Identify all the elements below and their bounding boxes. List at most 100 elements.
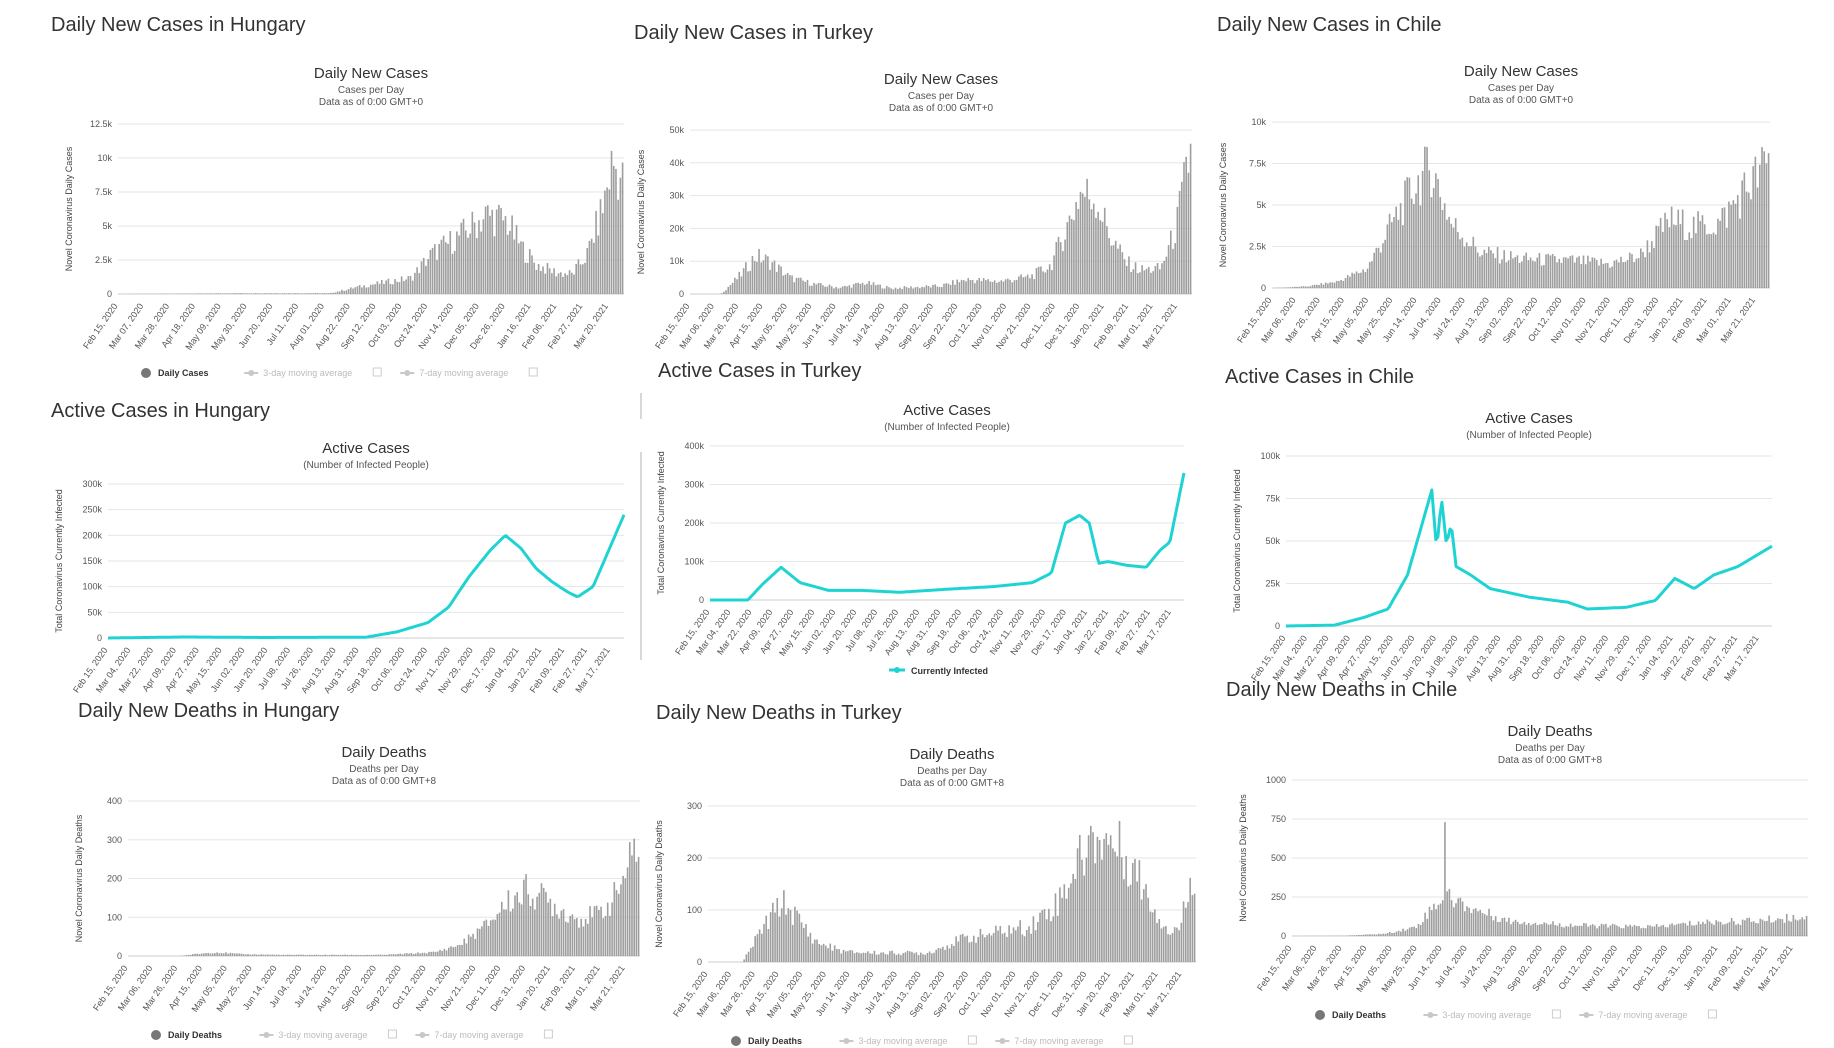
daily-bar <box>316 293 319 294</box>
daily-bar <box>936 286 939 294</box>
daily-bar <box>1675 225 1677 288</box>
legend-label: 3-day moving average <box>278 1030 367 1040</box>
daily-bar <box>538 892 541 956</box>
daily-bar <box>1309 286 1312 288</box>
daily-bar <box>1499 921 1501 936</box>
daily-bar <box>1692 216 1695 288</box>
daily-bar <box>310 293 312 294</box>
daily-bar <box>294 293 297 294</box>
daily-bar <box>1006 936 1008 962</box>
daily-bar <box>509 230 511 294</box>
daily-bar <box>587 923 589 956</box>
daily-bar <box>1483 914 1486 936</box>
daily-bar <box>1145 884 1147 962</box>
daily-bar <box>1097 211 1099 294</box>
daily-bar <box>1598 926 1601 936</box>
y-tick-label: 100k <box>82 582 102 592</box>
daily-bar <box>1070 218 1073 294</box>
daily-bar <box>1514 257 1516 288</box>
daily-bar <box>315 954 318 956</box>
daily-bar <box>1375 934 1378 936</box>
daily-bar <box>1693 925 1695 936</box>
y-tick-label: 0 <box>117 951 122 961</box>
daily-bar <box>1739 218 1741 288</box>
daily-bar <box>964 936 966 962</box>
daily-bar <box>573 274 575 294</box>
daily-bar <box>590 238 593 294</box>
daily-bar <box>209 953 212 956</box>
daily-bar <box>1565 257 1567 288</box>
daily-bar <box>889 951 891 962</box>
daily-bar <box>249 954 251 956</box>
daily-bar <box>1098 840 1101 962</box>
daily-bar <box>979 928 982 962</box>
daily-bar <box>855 283 857 294</box>
daily-bar <box>745 954 748 962</box>
daily-bar <box>1770 922 1773 936</box>
daily-bar <box>767 256 769 294</box>
daily-bar <box>290 293 292 294</box>
y-axis-label: Total Coronavirus Currently Infected <box>1232 469 1242 613</box>
daily-bar <box>1573 262 1576 288</box>
daily-bar <box>272 293 275 294</box>
daily-bar <box>1413 203 1415 288</box>
daily-bar <box>1185 156 1187 294</box>
legend-marker-icon <box>1583 1012 1590 1018</box>
daily-bar <box>302 954 304 956</box>
daily-bar <box>957 941 960 962</box>
daily-bar <box>1351 272 1353 288</box>
daily-bar <box>540 271 542 294</box>
chart-title: Active Cases <box>322 440 410 457</box>
daily-bar <box>875 954 878 962</box>
daily-bar <box>966 935 968 962</box>
daily-bar <box>1595 259 1598 288</box>
y-tick-label: 0 <box>699 595 704 605</box>
daily-bar <box>348 955 351 956</box>
daily-bar <box>411 280 414 294</box>
daily-bar <box>1772 922 1775 936</box>
daily-bar <box>1081 193 1084 294</box>
daily-bar <box>1073 220 1075 294</box>
daily-bar <box>1572 926 1574 936</box>
daily-bar <box>1659 217 1662 288</box>
daily-bar <box>219 293 222 294</box>
daily-bar <box>606 902 609 956</box>
daily-bar <box>462 218 465 294</box>
daily-bar <box>1688 232 1691 288</box>
daily-bar <box>341 289 343 294</box>
daily-bar <box>976 280 978 294</box>
daily-bar <box>1481 912 1484 936</box>
daily-bar <box>1454 218 1457 288</box>
daily-bar <box>756 261 758 294</box>
y-tick-label: 12.5k <box>90 119 113 129</box>
daily-bar <box>306 955 309 956</box>
daily-bar <box>1430 197 1433 288</box>
daily-bar <box>1105 833 1108 962</box>
daily-bar <box>631 855 633 956</box>
daily-bar <box>1178 930 1180 962</box>
daily-bar <box>1560 262 1563 288</box>
daily-bar <box>1053 255 1055 294</box>
daily-bar <box>1141 265 1143 294</box>
legend-label: Daily Deaths <box>168 1030 222 1040</box>
daily-bar <box>1123 259 1126 294</box>
daily-bar <box>1754 156 1757 288</box>
daily-bar <box>1318 285 1320 288</box>
daily-bar <box>1624 261 1627 288</box>
daily-bar <box>1768 915 1770 936</box>
daily-bar <box>556 914 558 956</box>
daily-bar <box>782 275 785 294</box>
daily-bar <box>928 951 931 962</box>
daily-bar <box>608 189 611 294</box>
daily-bar <box>1120 857 1123 962</box>
daily-bar <box>1556 925 1559 936</box>
daily-bar <box>955 936 957 962</box>
daily-bar <box>774 912 776 962</box>
daily-bar <box>1402 225 1404 288</box>
daily-bar <box>1415 193 1417 288</box>
y-tick-label: 10k <box>97 153 112 163</box>
daily-bar <box>855 952 858 962</box>
daily-bar <box>857 282 859 294</box>
daily-bar <box>308 293 310 294</box>
daily-bar <box>1567 258 1569 288</box>
